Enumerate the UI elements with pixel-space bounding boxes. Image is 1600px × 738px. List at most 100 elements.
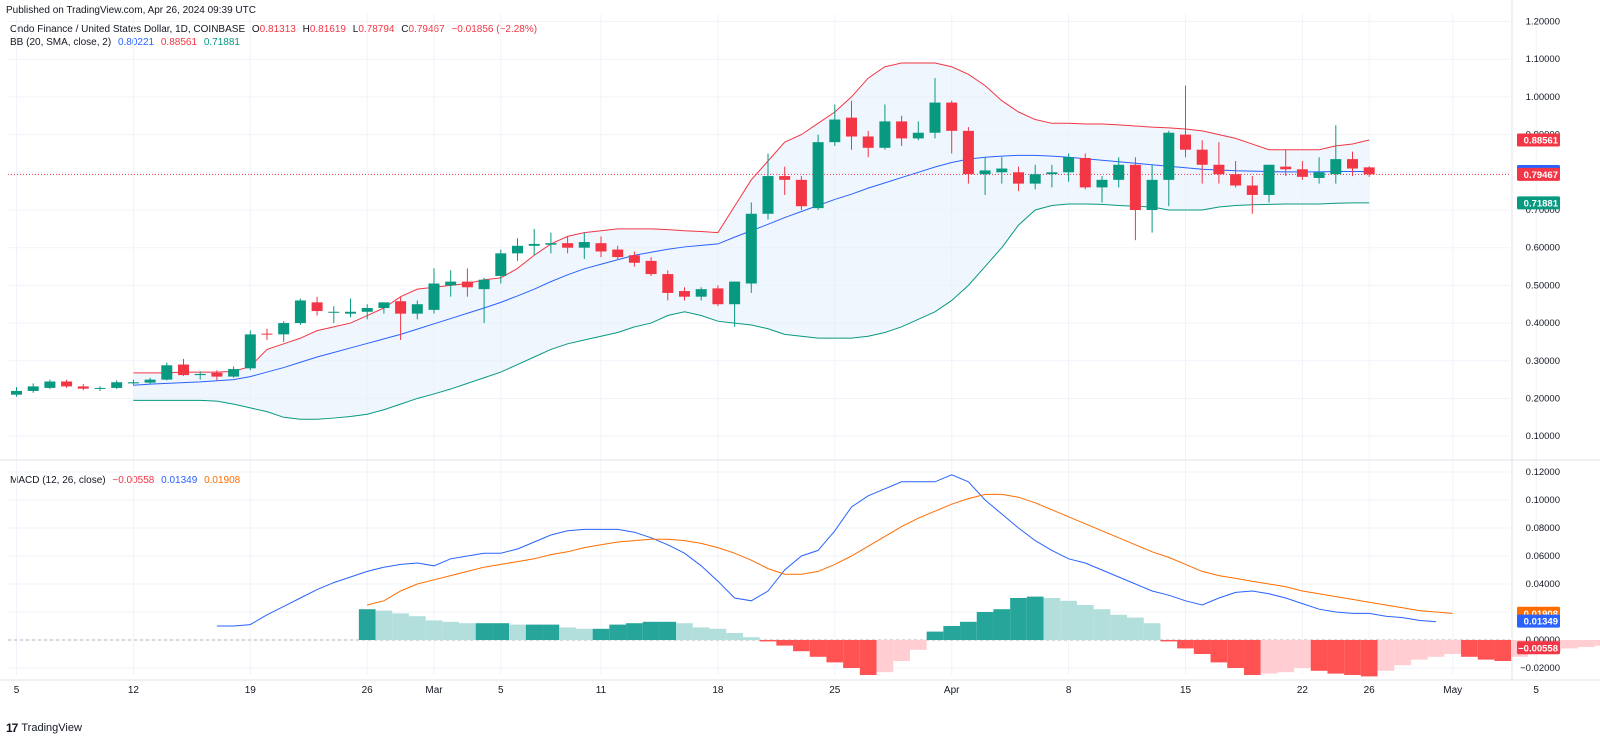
candle-body[interactable] [1096, 179, 1108, 188]
candle-body[interactable] [1230, 174, 1242, 186]
candle-body[interactable] [795, 179, 807, 207]
candle-body[interactable] [779, 176, 791, 180]
candle-body[interactable] [996, 168, 1008, 173]
candle-body[interactable] [946, 102, 958, 131]
candle-body[interactable] [111, 382, 123, 388]
candle-body[interactable] [27, 386, 39, 391]
candle-body[interactable] [1363, 167, 1375, 175]
candle-body[interactable] [745, 213, 757, 284]
candle-body[interactable] [912, 132, 924, 139]
macd-title[interactable]: MACD (12, 26, close) [10, 475, 106, 486]
candle-body[interactable] [1263, 164, 1275, 195]
candle-body[interactable] [478, 279, 490, 290]
candle-body[interactable] [1313, 172, 1325, 178]
candle-body[interactable] [578, 242, 590, 248]
candle-body[interactable] [1296, 169, 1308, 177]
candle-body[interactable] [211, 372, 223, 377]
candle-body[interactable] [244, 334, 256, 369]
candle-body[interactable] [261, 333, 273, 335]
macd-price-label: 0.01349 [1524, 617, 1558, 628]
candle-body[interactable] [1079, 157, 1091, 188]
candle-body[interactable] [1180, 134, 1191, 150]
macd-axis-tick-label: 0.08000 [1526, 523, 1560, 534]
candle-body[interactable] [896, 121, 908, 139]
candle-body[interactable] [612, 249, 624, 258]
tradingview-logo[interactable]: 17 TradingView [6, 721, 82, 735]
candle-body[interactable] [1146, 179, 1158, 210]
candle-body[interactable] [729, 281, 741, 305]
candle-body[interactable] [328, 311, 340, 313]
candle-body[interactable] [495, 253, 507, 276]
candle-body[interactable] [345, 311, 356, 314]
candle-body[interactable] [595, 243, 607, 252]
time-axis-tick-label: 15 [1180, 685, 1192, 696]
candle-body[interactable] [695, 289, 707, 297]
candle-body[interactable] [712, 288, 724, 305]
candle-body[interactable] [94, 387, 106, 389]
candle-body[interactable] [77, 386, 89, 389]
candle-body[interactable] [178, 364, 189, 376]
candle-body[interactable] [1330, 159, 1342, 175]
candle-body[interactable] [1347, 159, 1358, 169]
candle-body[interactable] [161, 365, 173, 380]
candle-body[interactable] [645, 260, 657, 275]
candle-body[interactable] [1113, 164, 1125, 180]
candle-body[interactable] [1280, 166, 1292, 170]
candle-body[interactable] [679, 291, 690, 297]
candle-body[interactable] [378, 302, 390, 308]
candle-body[interactable] [846, 117, 857, 137]
macd-histogram-bar [1344, 640, 1361, 675]
candle-body[interactable] [979, 170, 991, 175]
candle-body[interactable] [962, 130, 974, 175]
candle-body[interactable] [361, 308, 373, 312]
candle-body[interactable] [11, 390, 22, 395]
candle-body[interactable] [762, 176, 774, 214]
candle-body[interactable] [512, 245, 523, 254]
candle-body[interactable] [228, 369, 240, 377]
price-axis-tick-label: 0.60000 [1526, 243, 1560, 254]
macd-histogram-bar [1577, 640, 1595, 647]
candle-body[interactable] [1029, 174, 1041, 184]
candle-body[interactable] [294, 300, 306, 324]
candle-body[interactable] [829, 119, 841, 143]
candle-body[interactable] [1246, 185, 1258, 195]
bb-legend: BB (20, SMA, close, 2) 0.80221 0.88561 0… [10, 37, 244, 48]
symbol-title[interactable]: Ondo Finance / United States Dollar, 1D,… [10, 24, 246, 35]
bb-title[interactable]: BB (20, SMA, close, 2) [10, 37, 112, 48]
candle-body[interactable] [879, 121, 891, 148]
candle-body[interactable] [1196, 149, 1208, 165]
candle-body[interactable] [127, 382, 139, 384]
candle-body[interactable] [1013, 172, 1024, 184]
candle-body[interactable] [1046, 172, 1058, 175]
candle-body[interactable] [61, 381, 73, 387]
candle-body[interactable] [461, 281, 473, 288]
candle-body[interactable] [812, 142, 824, 209]
candle-body[interactable] [545, 243, 557, 245]
macd-histogram-bar [642, 621, 660, 640]
candle-body[interactable] [562, 243, 574, 248]
candle-body[interactable] [194, 373, 206, 376]
time-axis-tick-label: 26 [1364, 685, 1376, 696]
candle-body[interactable] [1163, 132, 1175, 180]
time-axis-tick-label: 8 [1066, 685, 1072, 696]
candle-body[interactable] [428, 283, 440, 310]
candle-body[interactable] [395, 301, 407, 314]
candle-body[interactable] [528, 243, 540, 246]
candle-body[interactable] [411, 304, 423, 314]
price-axis-tick-label: 0.30000 [1526, 356, 1560, 367]
candle-body[interactable] [311, 302, 323, 312]
candle-body[interactable] [929, 102, 941, 133]
candle-body[interactable] [862, 136, 874, 148]
candle-body[interactable] [278, 323, 290, 335]
candle-body[interactable] [628, 255, 640, 263]
macd-histogram-bar [809, 640, 827, 657]
candle-body[interactable] [1213, 164, 1225, 175]
candle-body[interactable] [1063, 157, 1075, 173]
candle-body[interactable] [144, 379, 156, 383]
candle-body[interactable] [1129, 164, 1141, 210]
tradingview-logo-text: TradingView [21, 722, 82, 734]
candle-body[interactable] [44, 381, 56, 388]
candle-body[interactable] [445, 281, 457, 286]
candle-body[interactable] [662, 274, 674, 293]
